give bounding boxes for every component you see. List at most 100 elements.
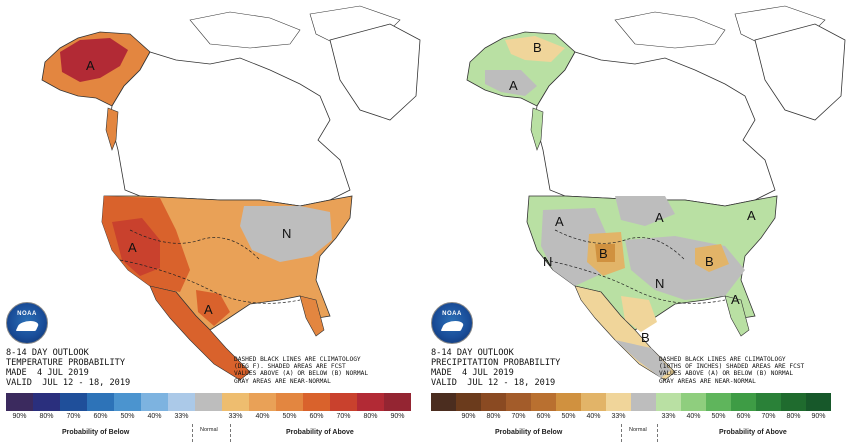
scale-swatch (806, 393, 831, 411)
scale-swatch (168, 393, 195, 411)
scale-swatch (384, 393, 411, 411)
below-label: Probability of Below (62, 429, 130, 436)
ohio-valley-below (695, 244, 729, 272)
scale-swatch (756, 393, 781, 411)
noaa-logo: NOAA (6, 302, 48, 344)
scale-tick-label (195, 412, 222, 424)
canada-region (109, 51, 351, 207)
scale-swatch (431, 393, 456, 411)
scale-tick-label: 60% (93, 413, 108, 420)
scale-swatch (141, 393, 168, 411)
scale-tick-label: 90% (12, 413, 27, 420)
scale-tick-label: 80% (486, 413, 501, 420)
southwest-above: A (128, 240, 137, 255)
scale-swatch (195, 393, 222, 411)
temperature-legend-note: DASHED BLACK LINES ARE CLIMATOLOGY (DEG … (234, 356, 369, 385)
temperature-map: A A A N (41, 5, 421, 381)
scale-swatch (60, 393, 87, 411)
north-central-above: A (655, 210, 664, 225)
scale-tick-label: 60% (536, 413, 551, 420)
noaa-bird-icon (15, 321, 41, 331)
scale-tick-label: 33% (174, 413, 189, 420)
precipitation-scale-ticks: 90% 80% 70% 60% 50% 40% 33% 33% 40% 50% 60% 70% 80% 9… (431, 412, 831, 424)
ohio-valley-below: B (705, 254, 714, 269)
noaa-logo: NOAA (431, 302, 473, 344)
texas-above: A (204, 302, 213, 317)
great-basin-normal (541, 208, 609, 286)
scale-swatch (506, 393, 531, 411)
scale-tick-label: 40% (255, 413, 270, 420)
texas-below: B (641, 330, 650, 345)
scale-swatch (581, 393, 606, 411)
scale-tick-label (431, 412, 456, 424)
scale-tick-label: 90% (390, 413, 405, 420)
alaska-core (60, 38, 128, 82)
scale-swatch (656, 393, 681, 411)
precipitation-title: 8-14 DAY OUTLOOK PRECIPITATION PROBABILI… (431, 348, 561, 388)
temperature-outlook-panel: A A A N NOAA 8-14 DAY OUTLOOK TEMPERATUR… (6, 5, 421, 442)
scale-swatch (114, 393, 141, 411)
scale-swatch (33, 393, 60, 411)
temperature-color-scale (6, 393, 411, 411)
scale-swatch (481, 393, 506, 411)
scale-swatch (87, 393, 114, 411)
great-basin-normal: N (543, 254, 552, 269)
scale-swatch (276, 393, 303, 411)
scale-swatch (531, 393, 556, 411)
normal-label: Normal (200, 427, 218, 433)
colorado-below: B (599, 246, 608, 261)
normal-divider-left (192, 424, 193, 442)
scale-tick-label: 90% (811, 413, 826, 420)
temperature-title: 8-14 DAY OUTLOOK TEMPERATURE PROBABILITY… (6, 348, 131, 388)
scale-tick-label: 40% (147, 413, 162, 420)
scale-swatch (456, 393, 481, 411)
noaa-bird-icon (440, 321, 466, 331)
scale-tick-label: 70% (336, 413, 351, 420)
scale-swatch (303, 393, 330, 411)
scale-tick-label: 40% (686, 413, 701, 420)
alaska-above: A (86, 58, 95, 73)
precipitation-map: B A A N B A A N B A B (466, 5, 846, 381)
scale-swatch (706, 393, 731, 411)
scale-tick-label: 70% (66, 413, 81, 420)
central-normal: N (655, 276, 664, 291)
scale-tick-label: 50% (282, 413, 297, 420)
precipitation-legend-note: DASHED BLACK LINES ARE CLIMATOLOGY (10TH… (659, 356, 805, 385)
scale-tick-label: 33% (661, 413, 676, 420)
great-lakes-normal (240, 206, 332, 262)
great-lakes-normal: N (282, 226, 291, 241)
scale-swatch (249, 393, 276, 411)
above-label: Probability of Above (719, 429, 787, 436)
alaska-below: B (533, 40, 542, 55)
scale-swatch (222, 393, 249, 411)
scale-tick-label: 90% (461, 413, 476, 420)
scale-swatch (781, 393, 806, 411)
precipitation-outlook-panel: B A A N B A A N B A B NOAA 8-14 DAY OUTL… (425, 0, 850, 448)
scale-tick-label: 70% (511, 413, 526, 420)
scale-tick-label: 50% (561, 413, 576, 420)
normal-divider-left (621, 424, 622, 442)
scale-tick-label: 33% (611, 413, 626, 420)
scale-tick-label: 80% (786, 413, 801, 420)
scale-tick-label: 80% (363, 413, 378, 420)
northwest-above: A (555, 214, 564, 229)
scale-swatch (631, 393, 656, 411)
southeast-above: A (731, 292, 740, 307)
scale-tick-label: 33% (228, 413, 243, 420)
texas-below (621, 296, 657, 332)
alaska-above: A (509, 78, 518, 93)
scale-tick-label: 70% (761, 413, 776, 420)
below-label: Probability of Below (495, 429, 563, 436)
precipitation-color-scale (431, 393, 831, 411)
scale-swatch (681, 393, 706, 411)
scale-swatch (556, 393, 581, 411)
normal-label: Normal (629, 427, 647, 433)
scale-tick-label: 50% (120, 413, 135, 420)
scale-tick-label: 60% (309, 413, 324, 420)
northeast-above: A (747, 208, 756, 223)
normal-divider-right (657, 424, 658, 442)
scale-tick-label: 60% (736, 413, 751, 420)
scale-swatch (731, 393, 756, 411)
scale-swatch (330, 393, 357, 411)
southwest-core (112, 218, 160, 276)
